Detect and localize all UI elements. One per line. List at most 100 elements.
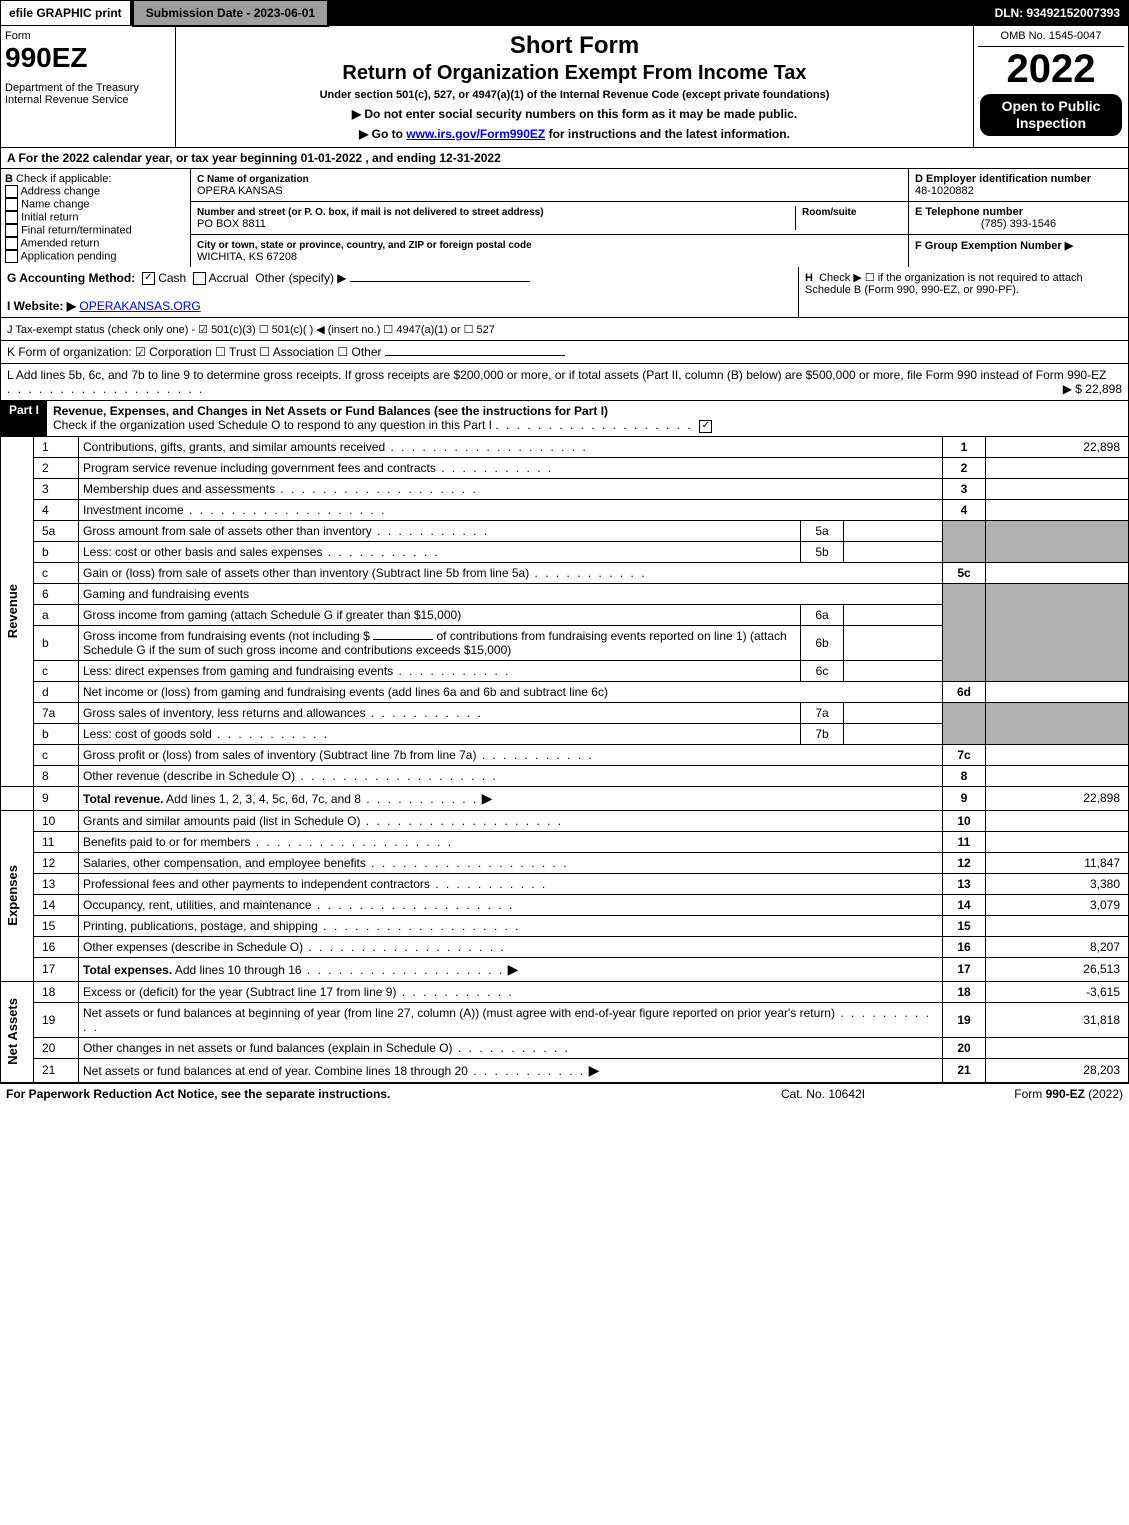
- line-7c-rnum: 7c: [943, 744, 986, 765]
- line-19-num: 19: [34, 1002, 79, 1037]
- efile-print-label[interactable]: efile GRAPHIC print: [1, 1, 130, 25]
- line-20-rnum: 20: [943, 1037, 986, 1058]
- street-label: Number and street (or P. O. box, if mail…: [197, 207, 544, 218]
- title-short-form: Short Form: [182, 32, 967, 60]
- line-5c-rnum: 5c: [943, 562, 986, 583]
- other-specify-input[interactable]: [350, 281, 530, 282]
- line-6d-rnum: 6d: [943, 681, 986, 702]
- line-13-num: 13: [34, 873, 79, 894]
- form-number: 990EZ: [5, 42, 171, 74]
- line-8-text: Other revenue (describe in Schedule O): [83, 769, 295, 783]
- line-21-text: Net assets or fund balances at end of ye…: [83, 1064, 468, 1078]
- goto-instructions: ▶ Go to www.irs.gov/Form990EZ for instru…: [182, 127, 967, 141]
- checkbox-address-change[interactable]: [5, 185, 18, 198]
- line-5ab-gray-amt: [986, 520, 1129, 562]
- line-20: 20 Other changes in net assets or fund b…: [1, 1037, 1129, 1058]
- part-i-check-text: Check if the organization used Schedule …: [53, 418, 492, 432]
- line-5b-subamt: [844, 541, 943, 562]
- line-6: 6 Gaming and fundraising events: [1, 583, 1129, 604]
- line-11-amount: [986, 831, 1129, 852]
- line-18-num: 18: [34, 981, 79, 1002]
- line-16-rnum: 16: [943, 936, 986, 957]
- open-to-public-badge: Open to Public Inspection: [980, 94, 1122, 136]
- line-14: 14 Occupancy, rent, utilities, and maint…: [1, 894, 1129, 915]
- other-org-input[interactable]: [385, 355, 565, 356]
- line-5b-num: b: [34, 541, 79, 562]
- line-7a: 7a Gross sales of inventory, less return…: [1, 702, 1129, 723]
- row-a-tax-year: A For the 2022 calendar year, or tax yea…: [0, 148, 1129, 169]
- ein-value: 48-1020882: [915, 185, 974, 197]
- sidebar-expenses: Expenses: [1, 810, 34, 981]
- line-15-rnum: 15: [943, 915, 986, 936]
- line-6-text: Gaming and fundraising events: [83, 587, 249, 601]
- top-bar: efile GRAPHIC print Submission Date - 20…: [0, 0, 1129, 26]
- irs-link[interactable]: www.irs.gov/Form990EZ: [406, 127, 545, 141]
- line-7a-num: 7a: [34, 702, 79, 723]
- line-12-num: 12: [34, 852, 79, 873]
- part-i-header-row: Part I Revenue, Expenses, and Changes in…: [0, 401, 1129, 436]
- checkbox-application-pending[interactable]: [5, 250, 18, 263]
- line-16-text: Other expenses (describe in Schedule O): [83, 940, 303, 954]
- line-12-amount: 11,847: [986, 852, 1129, 873]
- checkbox-schedule-o[interactable]: ✓: [699, 420, 712, 433]
- line-7ab-gray: [943, 702, 986, 744]
- line-21-amount: 28,203: [986, 1058, 1129, 1082]
- checkbox-cash[interactable]: ✓: [142, 272, 155, 285]
- line-13-rnum: 13: [943, 873, 986, 894]
- line-20-num: 20: [34, 1037, 79, 1058]
- line-6d-amount: [986, 681, 1129, 702]
- line-6c-subnum: 6c: [801, 660, 844, 681]
- line-10-amount: [986, 810, 1129, 831]
- line-7b-text: Less: cost of goods sold: [83, 727, 212, 741]
- line-4-text: Investment income: [83, 503, 184, 517]
- checkbox-initial-return[interactable]: [5, 211, 18, 224]
- street-value: PO BOX 8811: [197, 218, 266, 230]
- line-6d: d Net income or (loss) from gaming and f…: [1, 681, 1129, 702]
- line-8: 8 Other revenue (describe in Schedule O)…: [1, 765, 1129, 786]
- line-21: 21 Net assets or fund balances at end of…: [1, 1058, 1129, 1082]
- label-name-change: Name change: [21, 198, 90, 210]
- line-7c-amount: [986, 744, 1129, 765]
- checkbox-accrual[interactable]: [193, 272, 206, 285]
- row-k: K Form of organization: ☑ Corporation ☐ …: [0, 341, 1129, 364]
- line-6b-input[interactable]: [373, 639, 433, 640]
- line-1-num: 1: [34, 437, 79, 458]
- line-5ab-gray: [943, 520, 986, 562]
- line-14-amount: 3,079: [986, 894, 1129, 915]
- line-5c-amount: [986, 562, 1129, 583]
- checkbox-amended-return[interactable]: [5, 237, 18, 250]
- line-7a-subamt: [844, 702, 943, 723]
- org-name-label: C Name of organization: [197, 174, 309, 185]
- line-6b-subamt: [844, 625, 943, 660]
- line-7c: c Gross profit or (loss) from sales of i…: [1, 744, 1129, 765]
- row-g: G Accounting Method: ✓ Cash Accrual Othe…: [1, 267, 798, 317]
- website-link[interactable]: OPERAKANSAS.ORG: [79, 299, 200, 313]
- line-5a-num: 5a: [34, 520, 79, 541]
- omb-number: OMB No. 1545-0047: [978, 30, 1124, 47]
- part-i-desc: Revenue, Expenses, and Changes in Net As…: [47, 401, 1128, 435]
- line-12-rnum: 12: [943, 852, 986, 873]
- line-8-amount: [986, 765, 1129, 786]
- line-20-text: Other changes in net assets or fund bala…: [83, 1041, 453, 1055]
- line-5c-num: c: [34, 562, 79, 583]
- line-5a-subamt: [844, 520, 943, 541]
- row-h-text: Check ▶ ☐ if the organization is not req…: [805, 272, 1083, 296]
- line-14-rnum: 14: [943, 894, 986, 915]
- city-row: City or town, state or province, country…: [191, 235, 908, 267]
- header-left: Form 990EZ Department of the Treasury In…: [1, 26, 176, 147]
- line-6a-num: a: [34, 604, 79, 625]
- line-7b-subnum: 7b: [801, 723, 844, 744]
- checkbox-name-change[interactable]: [5, 198, 18, 211]
- label-accrual: Accrual: [209, 271, 249, 285]
- ssn-warning: ▶ Do not enter social security numbers o…: [182, 107, 967, 121]
- line-2: 2 Program service revenue including gove…: [1, 457, 1129, 478]
- row-l-text: L Add lines 5b, 6c, and 7b to line 9 to …: [7, 368, 1106, 382]
- row-j: J Tax-exempt status (check only one) - ☑…: [0, 318, 1129, 341]
- line-12: 12 Salaries, other compensation, and emp…: [1, 852, 1129, 873]
- checkbox-final-return[interactable]: [5, 224, 18, 237]
- row-h: H Check ▶ ☐ if the organization is not r…: [798, 267, 1128, 317]
- line-6a-text: Gross income from gaming (attach Schedul…: [83, 608, 461, 622]
- phone-value: (785) 393-1546: [915, 218, 1122, 230]
- line-19: 19 Net assets or fund balances at beginn…: [1, 1002, 1129, 1037]
- line-3-text: Membership dues and assessments: [83, 482, 275, 496]
